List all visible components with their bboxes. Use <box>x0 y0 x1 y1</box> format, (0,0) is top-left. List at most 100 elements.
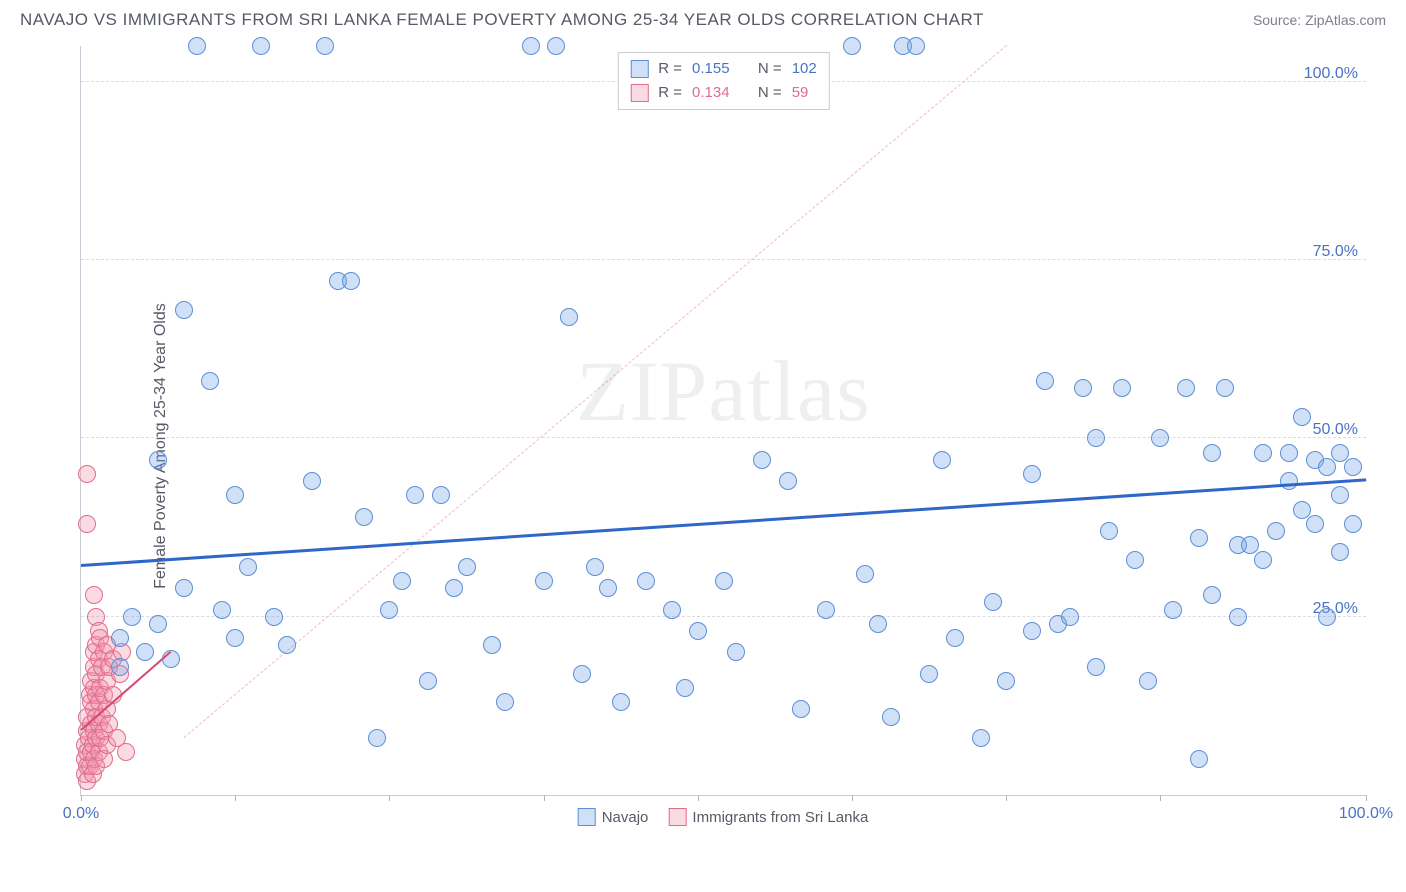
legend-row-navajo: R = 0.155 N = 102 <box>630 57 816 81</box>
data-point <box>1036 372 1054 390</box>
data-point <box>1318 458 1336 476</box>
data-point <box>1151 429 1169 447</box>
x-tick <box>1006 795 1007 801</box>
data-point <box>933 451 951 469</box>
data-point <box>856 565 874 583</box>
data-point <box>445 579 463 597</box>
data-point <box>997 672 1015 690</box>
data-point <box>1306 515 1324 533</box>
chart-container: Female Poverty Among 25-34 Year Olds ZIP… <box>60 36 1386 856</box>
data-point <box>1331 543 1349 561</box>
data-point <box>727 643 745 661</box>
legend-swatch-srilanka <box>630 84 648 102</box>
data-point <box>779 472 797 490</box>
series-legend: Navajo Immigrants from Sri Lanka <box>578 808 869 826</box>
data-point <box>136 643 154 661</box>
data-point <box>188 37 206 55</box>
data-point <box>1074 379 1092 397</box>
data-point <box>522 37 540 55</box>
data-point <box>676 679 694 697</box>
data-point <box>111 629 129 647</box>
r-label: R = <box>658 57 682 81</box>
data-point <box>1190 529 1208 547</box>
data-point <box>432 486 450 504</box>
data-point <box>316 37 334 55</box>
data-point <box>1087 658 1105 676</box>
plot-area: ZIPatlas R = 0.155 N = 102 R = 0.134 N =… <box>80 46 1366 796</box>
y-tick-label: 100.0% <box>1304 65 1358 83</box>
data-point <box>599 579 617 597</box>
x-tick <box>1160 795 1161 801</box>
legend-item-navajo: Navajo <box>578 808 649 826</box>
data-point <box>1100 522 1118 540</box>
data-point <box>111 658 129 676</box>
r-value-srilanka: 0.134 <box>692 81 730 105</box>
r-value-navajo: 0.155 <box>692 57 730 81</box>
data-point <box>1267 522 1285 540</box>
data-point <box>1280 472 1298 490</box>
data-point <box>458 558 476 576</box>
data-point <box>663 601 681 619</box>
n-label: N = <box>758 81 782 105</box>
chart-title: NAVAJO VS IMMIGRANTS FROM SRI LANKA FEMA… <box>20 10 984 30</box>
data-point <box>406 486 424 504</box>
data-point <box>85 586 103 604</box>
data-point <box>149 451 167 469</box>
data-point <box>1229 608 1247 626</box>
data-point <box>586 558 604 576</box>
data-point <box>213 601 231 619</box>
data-point <box>1203 586 1221 604</box>
data-point <box>1216 379 1234 397</box>
data-point <box>792 700 810 718</box>
data-point <box>123 608 141 626</box>
data-point <box>535 572 553 590</box>
data-point <box>175 301 193 319</box>
data-point <box>1254 551 1272 569</box>
data-point <box>496 693 514 711</box>
x-tick <box>235 795 236 801</box>
data-point <box>946 629 964 647</box>
data-point <box>78 465 96 483</box>
data-point <box>78 515 96 533</box>
data-point <box>1087 429 1105 447</box>
data-point <box>239 558 257 576</box>
data-point <box>547 37 565 55</box>
data-point <box>1203 444 1221 462</box>
legend-swatch-icon <box>668 808 686 826</box>
data-point <box>869 615 887 633</box>
data-point <box>226 629 244 647</box>
x-tick-label: 0.0% <box>63 805 99 823</box>
source-attribution: Source: ZipAtlas.com <box>1253 12 1386 28</box>
data-point <box>342 272 360 290</box>
data-point <box>1023 465 1041 483</box>
data-point <box>1177 379 1195 397</box>
data-point <box>1254 444 1272 462</box>
chart-header: NAVAJO VS IMMIGRANTS FROM SRI LANKA FEMA… <box>0 0 1406 36</box>
gridline <box>81 259 1366 260</box>
data-point <box>226 486 244 504</box>
data-point <box>149 615 167 633</box>
data-point <box>882 708 900 726</box>
data-point <box>355 508 373 526</box>
data-point <box>715 572 733 590</box>
legend-swatch-navajo <box>630 60 648 78</box>
data-point <box>907 37 925 55</box>
source-prefix: Source: <box>1253 12 1305 28</box>
x-tick <box>544 795 545 801</box>
data-point <box>972 729 990 747</box>
data-point <box>920 665 938 683</box>
data-point <box>1139 672 1157 690</box>
n-label: N = <box>758 57 782 81</box>
x-tick <box>852 795 853 801</box>
data-point <box>419 672 437 690</box>
data-point <box>1023 622 1041 640</box>
x-tick <box>389 795 390 801</box>
data-point <box>1344 515 1362 533</box>
data-point <box>1318 608 1336 626</box>
correlation-legend: R = 0.155 N = 102 R = 0.134 N = 59 <box>617 52 829 110</box>
data-point <box>483 636 501 654</box>
x-tick-label: 100.0% <box>1339 805 1393 823</box>
data-point <box>753 451 771 469</box>
data-point <box>1344 458 1362 476</box>
x-tick <box>1366 795 1367 801</box>
